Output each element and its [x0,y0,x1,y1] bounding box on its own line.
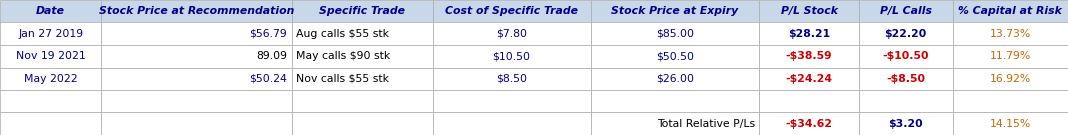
Bar [859,68,953,90]
Text: $56.79: $56.79 [250,29,287,39]
Bar [591,68,759,90]
Text: Nov 19 2021: Nov 19 2021 [16,51,85,61]
Text: $10.50: $10.50 [492,51,531,61]
Bar [433,68,591,90]
Bar [759,0,859,23]
Text: $26.00: $26.00 [656,74,694,84]
Text: $28.21: $28.21 [788,29,830,39]
Text: $7.80: $7.80 [496,29,528,39]
Bar [101,68,292,90]
Text: Total Relative P/Ls: Total Relative P/Ls [657,119,755,129]
Bar [953,45,1068,68]
Bar [953,0,1068,23]
Bar [433,0,591,23]
Bar [0,90,101,112]
Text: Cost of Specific Trade: Cost of Specific Trade [445,6,578,16]
Text: 89.09: 89.09 [256,51,287,61]
Text: $50.50: $50.50 [656,51,694,61]
Bar [101,23,292,45]
Bar [759,23,859,45]
Bar [433,45,591,68]
Bar [759,45,859,68]
Bar [292,0,433,23]
Text: % Capital at Risk: % Capital at Risk [958,6,1063,16]
Bar [0,0,101,23]
Text: $85.00: $85.00 [656,29,694,39]
Bar [0,45,101,68]
Text: $22.20: $22.20 [884,29,927,39]
Text: May 2022: May 2022 [23,74,78,84]
Bar [0,23,101,45]
Bar [859,0,953,23]
Bar [953,68,1068,90]
Bar [292,68,433,90]
Text: Specific Trade: Specific Trade [319,6,405,16]
Bar [859,90,953,112]
Text: Jan 27 2019: Jan 27 2019 [18,29,83,39]
Text: -$8.50: -$8.50 [886,74,925,84]
Text: -$10.50: -$10.50 [882,51,929,61]
Text: Nov calls $55 stk: Nov calls $55 stk [296,74,389,84]
Bar [292,45,433,68]
Bar [101,45,292,68]
Text: Date: Date [36,6,65,16]
Text: Stock Price at Recommendation: Stock Price at Recommendation [99,6,294,16]
Text: 11.79%: 11.79% [990,51,1031,61]
Text: 13.73%: 13.73% [990,29,1031,39]
Bar [759,112,859,135]
Text: -$24.24: -$24.24 [785,74,833,84]
Text: May calls $90 stk: May calls $90 stk [296,51,390,61]
Text: -$34.62: -$34.62 [785,119,833,129]
Text: P/L Calls: P/L Calls [880,6,931,16]
Bar [591,90,759,112]
Bar [101,0,292,23]
Bar [292,23,433,45]
Bar [859,112,953,135]
Bar [433,23,591,45]
Text: $50.24: $50.24 [250,74,287,84]
Bar [859,45,953,68]
Text: 16.92%: 16.92% [990,74,1031,84]
Text: -$38.59: -$38.59 [786,51,832,61]
Text: Aug calls $55 stk: Aug calls $55 stk [296,29,389,39]
Text: Stock Price at Expiry: Stock Price at Expiry [611,6,739,16]
Bar [759,90,859,112]
Text: $3.20: $3.20 [889,119,923,129]
Bar [433,90,591,112]
Bar [292,90,433,112]
Bar [953,90,1068,112]
Bar [953,112,1068,135]
Text: P/L Stock: P/L Stock [781,6,837,16]
Bar [433,112,591,135]
Bar [101,112,292,135]
Bar [859,23,953,45]
Bar [591,0,759,23]
Bar [953,23,1068,45]
Bar [591,45,759,68]
Bar [0,112,101,135]
Bar [0,68,101,90]
Text: 14.15%: 14.15% [990,119,1031,129]
Bar [591,23,759,45]
Bar [101,90,292,112]
Bar [591,112,759,135]
Bar [292,112,433,135]
Text: $8.50: $8.50 [496,74,528,84]
Bar [759,68,859,90]
